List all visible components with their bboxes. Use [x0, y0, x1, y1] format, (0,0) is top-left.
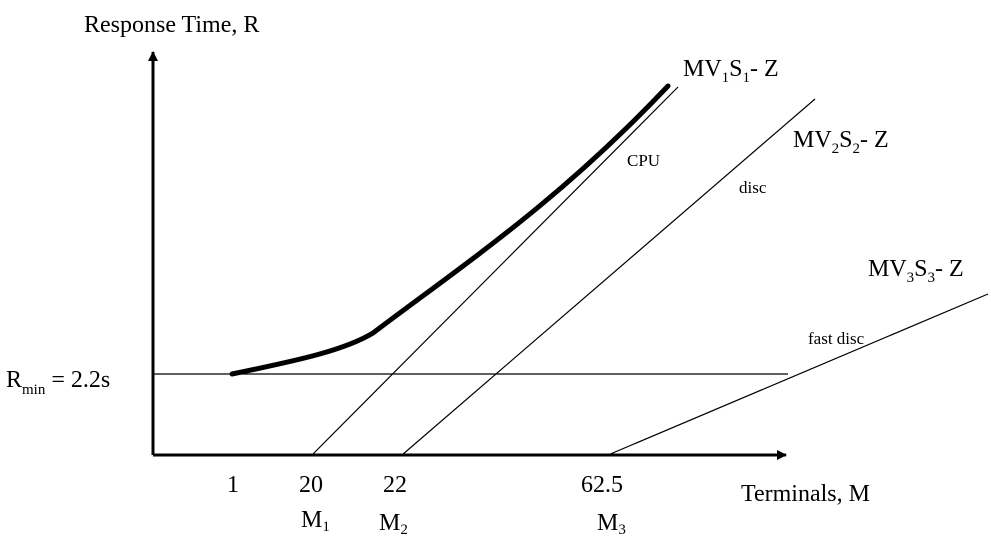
resource-label-disc: disc — [739, 178, 767, 197]
fast-disc-asymptote-line — [607, 293, 989, 456]
asymptote-label-1: MV1S1- Z — [683, 56, 779, 86]
disc-asymptote-line — [401, 98, 816, 456]
tick-label-20: 20 — [299, 472, 323, 498]
y-axis-label: Response Time, R — [84, 12, 259, 38]
tick-label-22: 22 — [383, 472, 407, 498]
marker-m1: M1 — [301, 507, 330, 535]
tick-label-1: 1 — [227, 472, 239, 498]
response-time-curve — [229, 83, 671, 377]
tick-label-62-5: 62.5 — [581, 472, 623, 498]
asymptote-label-3: MV3S3- Z — [868, 256, 964, 286]
resource-label-fast-disc: fast disc — [808, 329, 865, 348]
rmin-label: Rmin = 2.2s — [6, 367, 110, 398]
x-axis-label: Terminals, M — [741, 481, 870, 507]
marker-m2: M2 — [379, 510, 408, 538]
marker-m3: M3 — [597, 510, 626, 538]
asymptote-label-2: MV2S2- Z — [793, 127, 889, 157]
cpu-asymptote-line — [311, 86, 679, 456]
resource-label-cpu: CPU — [627, 151, 660, 170]
